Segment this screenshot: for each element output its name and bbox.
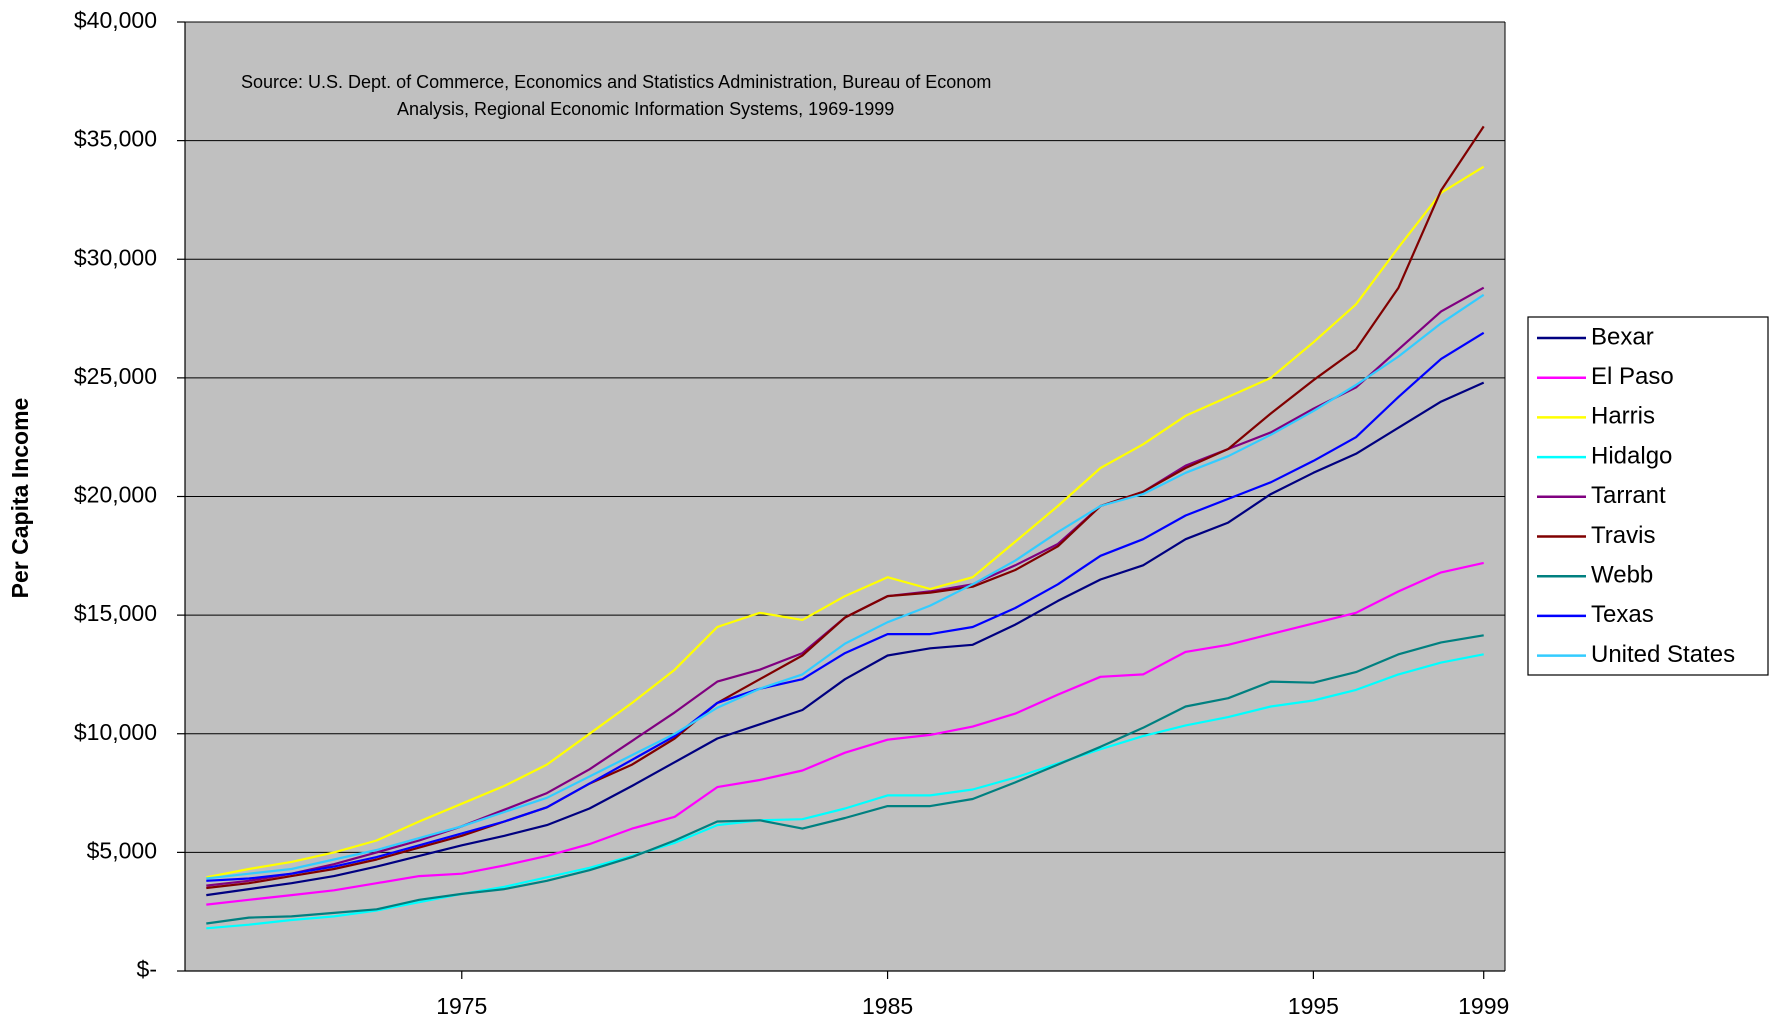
series-line	[206, 165, 1485, 879]
y-tick-label: $30,000	[74, 244, 157, 270]
legend-label: Travis	[1591, 522, 1655, 549]
x-tick-label: 1995	[1288, 993, 1339, 1019]
series-line	[206, 561, 1484, 906]
legend-label: Texas	[1591, 601, 1654, 628]
series-line	[206, 125, 1485, 890]
annotation: Source: U.S. Dept. of Commerce, Economic…	[241, 72, 991, 92]
series-line	[206, 653, 1484, 930]
legend-label: Webb	[1591, 562, 1653, 589]
y-tick-label: $35,000	[74, 126, 157, 152]
legend-label: Bexar	[1591, 323, 1654, 350]
y-tick-label: $-	[137, 956, 157, 982]
legend-label: United States	[1591, 641, 1735, 668]
legend-label: El Paso	[1591, 363, 1674, 390]
x-tick-label: 1985	[862, 993, 913, 1019]
x-tick-label: 1999	[1458, 993, 1509, 1019]
y-tick-label: $15,000	[74, 600, 157, 626]
legend-label: Tarrant	[1591, 482, 1666, 509]
legend-label: Harris	[1591, 403, 1655, 430]
y-tick-label: $40,000	[74, 7, 157, 33]
y-tick-label: $25,000	[74, 363, 157, 389]
annotation: Analysis, Regional Economic Information …	[397, 99, 894, 119]
series-line	[206, 331, 1485, 882]
series-line	[206, 381, 1485, 897]
y-tick-label: $20,000	[74, 482, 157, 508]
y-tick-label: $5,000	[87, 837, 157, 863]
y-axis-label: Per Capita Income	[7, 398, 33, 599]
series-line	[206, 634, 1484, 925]
series-line	[206, 293, 1485, 880]
x-tick-label: 1975	[436, 993, 487, 1019]
y-tick-label: $10,000	[74, 719, 157, 745]
legend-label: Hidalgo	[1591, 442, 1672, 469]
